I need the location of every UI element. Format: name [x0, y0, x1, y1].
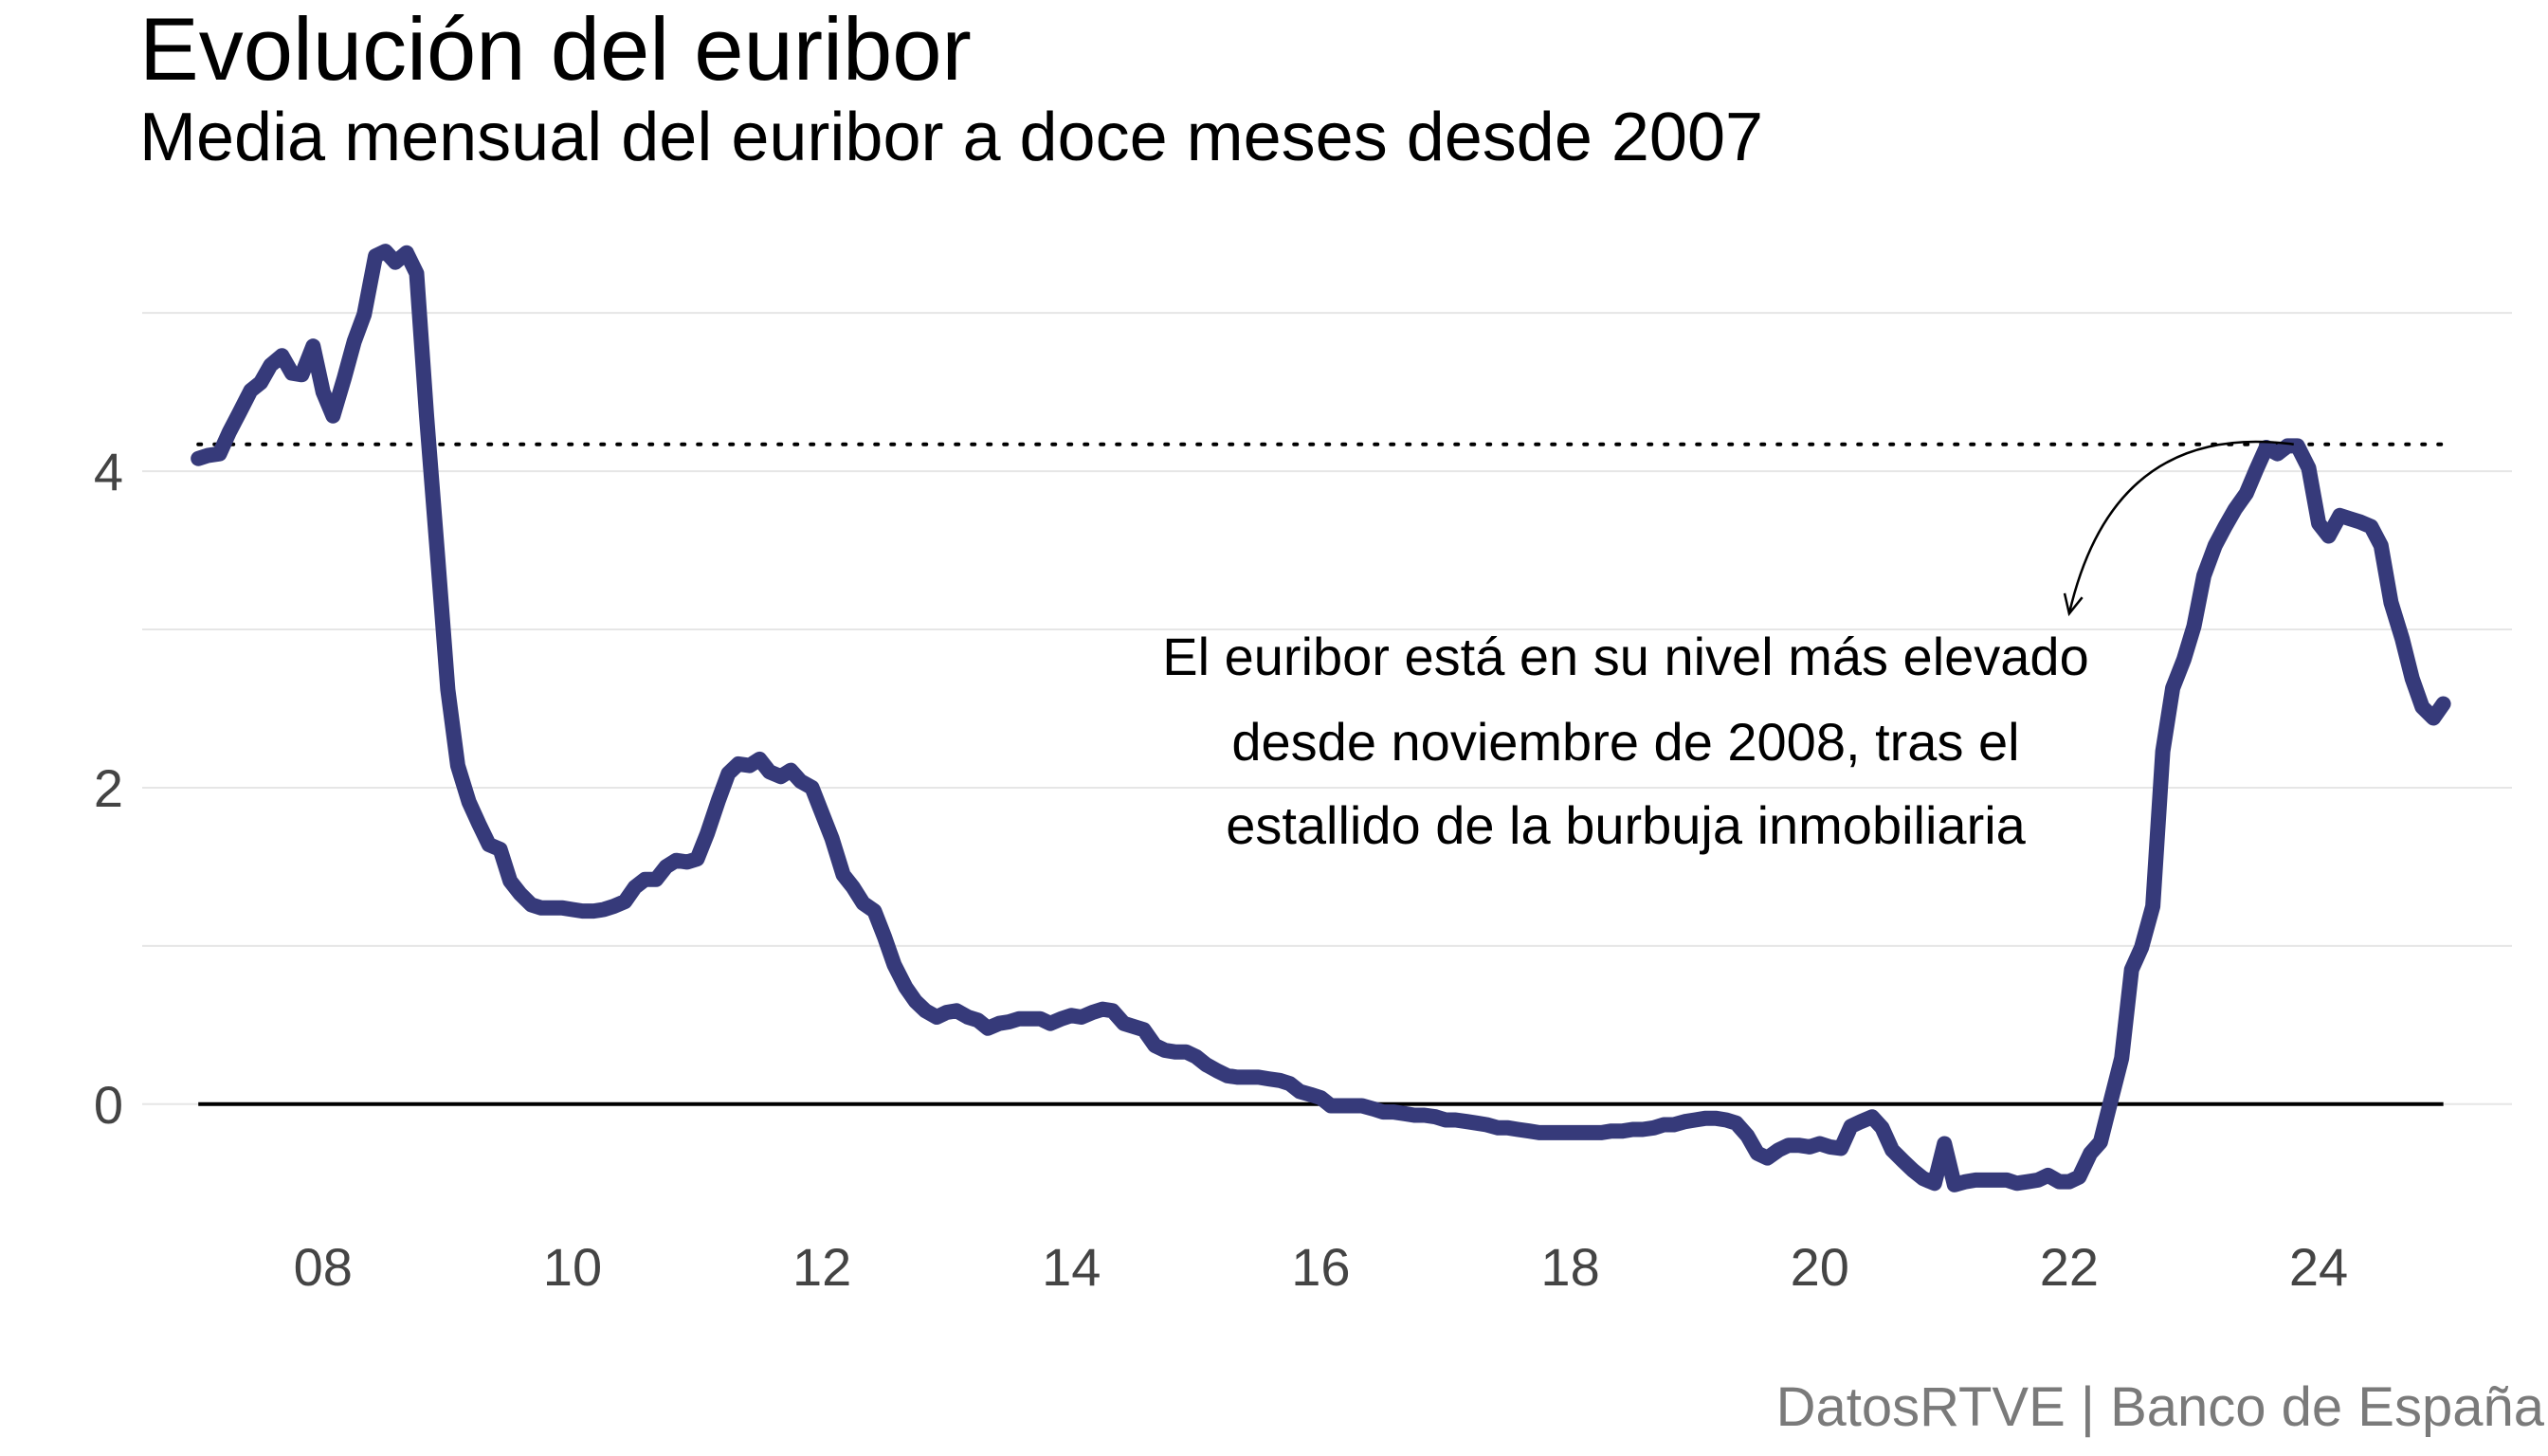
x-tick-label: 24 — [2289, 1237, 2348, 1297]
x-tick-label: 22 — [2040, 1237, 2099, 1297]
annotation-arrowhead — [2063, 592, 2084, 617]
annotation-text-line: desde noviembre de 2008, tras el — [1231, 712, 2019, 772]
annotation-text-line: estallido de la burbuja inmobiliaria — [1226, 795, 2026, 855]
annotation-arrow — [2067, 440, 2294, 614]
y-tick-label: 2 — [94, 758, 123, 818]
y-tick-label: 0 — [94, 1075, 123, 1135]
x-tick-label: 12 — [792, 1237, 851, 1297]
reference-lines — [196, 442, 2446, 1106]
gridlines — [142, 312, 2512, 1105]
x-tick-label: 18 — [1540, 1237, 1599, 1297]
x-tick-label: 20 — [1791, 1237, 1849, 1297]
chart-title: Evolución del euribor — [139, 0, 972, 99]
x-tick-label: 10 — [543, 1237, 602, 1297]
x-tick-label: 14 — [1042, 1237, 1101, 1297]
y-tick-label: 4 — [94, 442, 123, 501]
chart-subtitle: Media mensual del euribor a doce meses d… — [139, 100, 1764, 175]
source-caption: DatosRTVE | Banco de España — [1775, 1376, 2544, 1438]
annotation: El euribor está en su nivel más elevado d… — [1162, 440, 2294, 855]
annotation-text-line: El euribor está en su nivel más elevado — [1162, 627, 2088, 686]
x-tick-label: 16 — [1291, 1237, 1350, 1297]
series-line-euribor — [191, 244, 2451, 1192]
series-layer — [191, 244, 2451, 1192]
x-tick-label: 08 — [294, 1237, 353, 1297]
